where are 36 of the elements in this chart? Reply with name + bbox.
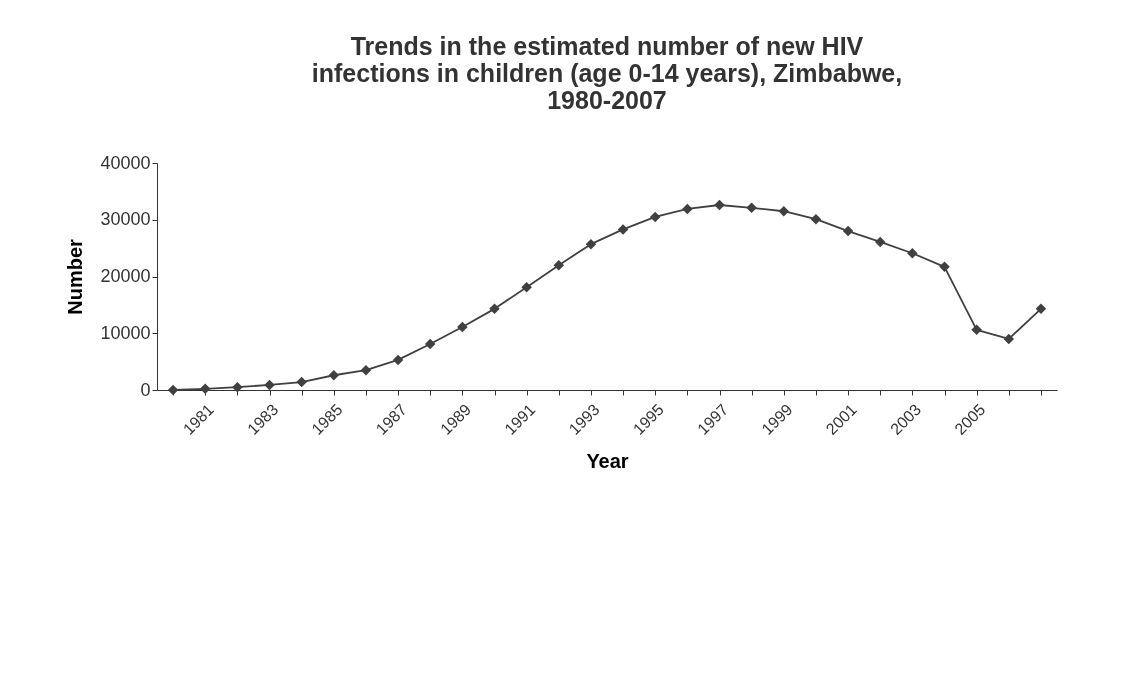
point <box>585 238 597 250</box>
point <box>714 199 725 211</box>
point <box>489 303 500 315</box>
point <box>521 282 532 293</box>
point <box>328 370 340 381</box>
point <box>907 247 918 259</box>
y-tick-label: 10000 <box>100 322 151 343</box>
point <box>199 383 211 395</box>
x-axis-title: Year <box>586 449 629 472</box>
point <box>457 321 468 333</box>
point <box>553 259 565 271</box>
point <box>264 379 275 391</box>
point <box>232 381 243 393</box>
point <box>746 202 757 214</box>
point <box>971 324 982 336</box>
point <box>939 261 950 273</box>
point <box>682 203 693 215</box>
point <box>649 211 661 223</box>
point <box>617 224 629 235</box>
chart-title: Trends in the estimated number of new HIV infections in children (age 0-14 years), Zimbabwe, 1980-2007 <box>311 32 903 114</box>
y-axis-title: Number <box>64 239 87 315</box>
point <box>1003 333 1015 345</box>
point <box>874 236 886 248</box>
y-tick-label: 20000 <box>100 266 151 286</box>
point <box>360 364 372 376</box>
point <box>1035 303 1047 315</box>
point <box>296 376 307 388</box>
point <box>810 213 822 225</box>
point <box>842 225 854 237</box>
y-tick-label: 40000 <box>100 152 151 173</box>
point <box>778 205 790 217</box>
point <box>167 384 179 396</box>
y-tick-label: 0 <box>140 379 151 400</box>
point <box>392 354 404 366</box>
point <box>424 338 436 350</box>
y-tick-label: 30000 <box>100 209 151 230</box>
